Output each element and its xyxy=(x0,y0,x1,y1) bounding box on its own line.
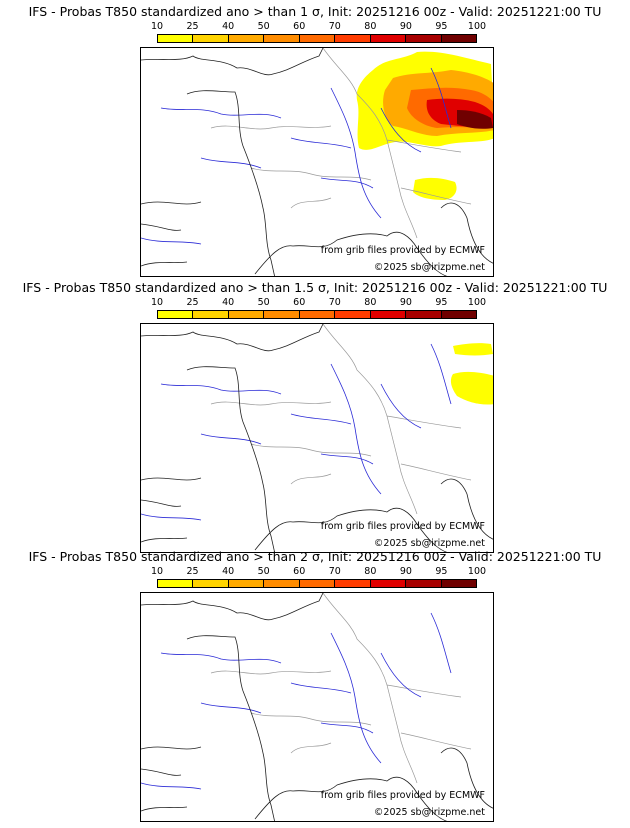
colorbar-segment xyxy=(406,311,442,318)
source-credit: from grib files provided by ECMWF xyxy=(320,245,485,256)
colorbar-segment xyxy=(264,580,300,587)
colorbar-tick-label: 100 xyxy=(467,297,487,308)
colorbar-segment xyxy=(228,35,265,42)
colorbar-segment xyxy=(299,35,336,42)
panel-title: IFS - Probas T850 standardized ano > tha… xyxy=(22,280,608,295)
probability-area xyxy=(450,371,493,405)
colorbar-tick-label: 95 xyxy=(435,21,448,32)
colorbar-tick-label: 50 xyxy=(257,566,270,577)
colorbar-segment xyxy=(406,580,442,587)
colorbar-segment xyxy=(406,35,442,42)
copyright-credit: ©2025 sb@irizpme.net xyxy=(373,538,485,549)
colorbar-tick-label: 90 xyxy=(399,21,412,32)
colorbar-tick-label: 80 xyxy=(364,297,377,308)
colorbar-tick-label: 60 xyxy=(293,297,306,308)
region-borders xyxy=(210,324,472,515)
probability-map: from grib files provided by ECMWF ©2025 … xyxy=(140,323,494,553)
probability-map: from grib files provided by ECMWF ©2025 … xyxy=(140,592,494,822)
colorbar-tick-label: 90 xyxy=(399,566,412,577)
rivers xyxy=(141,343,452,521)
colorbar-tick-label: 40 xyxy=(222,566,235,577)
colorbar-segment xyxy=(264,311,300,318)
copyright-credit: ©2025 sb@irizpme.net xyxy=(373,807,485,818)
colorbar-tick-label: 50 xyxy=(257,297,270,308)
colorbar-segment xyxy=(228,311,265,318)
colorbar-segment xyxy=(370,311,407,318)
colorbar-segment xyxy=(228,580,265,587)
colorbar-segment xyxy=(193,35,229,42)
colorbar-tick-label: 70 xyxy=(328,21,341,32)
panel-title: IFS - Probas T850 standardized ano > tha… xyxy=(28,549,602,564)
colorbar-tick-label: 80 xyxy=(364,566,377,577)
probability-area xyxy=(457,110,493,129)
colorbar xyxy=(157,310,477,319)
rivers xyxy=(141,67,452,245)
source-credit: from grib files provided by ECMWF xyxy=(320,521,485,532)
colorbar-tick-label: 10 xyxy=(150,297,164,308)
coastline xyxy=(141,324,493,552)
colorbar-segment xyxy=(158,35,194,42)
panel-title: IFS - Probas T850 standardized ano > tha… xyxy=(28,4,602,19)
colorbar-segment xyxy=(441,580,476,587)
colorbar-segment xyxy=(370,580,407,587)
rivers xyxy=(141,612,452,790)
colorbar-segment xyxy=(370,35,407,42)
coastline xyxy=(141,593,493,821)
colorbar-tick-label: 40 xyxy=(222,297,235,308)
colorbar-segment xyxy=(193,580,229,587)
region-borders xyxy=(210,593,472,784)
probability-area xyxy=(453,343,493,356)
colorbar-tick-label: 70 xyxy=(328,297,341,308)
probability-map: from grib files provided by ECMWF ©2025 … xyxy=(140,47,494,277)
map-canvas xyxy=(141,593,493,821)
colorbar-tick-label: 90 xyxy=(399,297,412,308)
colorbar-tick-label: 25 xyxy=(186,566,199,577)
colorbar-segment xyxy=(264,35,300,42)
colorbar-tick-label: 100 xyxy=(467,21,487,32)
coastline xyxy=(141,48,493,276)
colorbar-segment xyxy=(335,311,371,318)
colorbar-tick-label: 60 xyxy=(293,21,306,32)
map-canvas xyxy=(141,48,493,276)
colorbar-tick-label: 60 xyxy=(293,566,306,577)
colorbar-tick-label: 70 xyxy=(328,566,341,577)
colorbar-segment xyxy=(299,311,336,318)
colorbar-segment xyxy=(335,35,371,42)
colorbar-tick-label: 10 xyxy=(150,21,164,32)
map-panel-1: IFS - Probas T850 standardized ano > tha… xyxy=(0,0,630,277)
colorbar-tick-label: 40 xyxy=(222,21,235,32)
source-credit: from grib files provided by ECMWF xyxy=(320,790,485,801)
colorbar-tick-label: 100 xyxy=(467,566,487,577)
colorbar-tick-label: 25 xyxy=(186,297,199,308)
colorbar-ticks: 10 25 40 50 60 70 80 90 95 100 xyxy=(151,297,486,309)
map-canvas xyxy=(141,324,493,552)
colorbar-ticks: 10 25 40 50 60 70 80 90 95 100 xyxy=(151,566,486,578)
map-panel-2: IFS - Probas T850 standardized ano > tha… xyxy=(0,276,630,553)
colorbar-ticks: 10 25 40 50 60 70 80 90 95 100 xyxy=(151,21,486,33)
colorbar-tick-label: 25 xyxy=(186,21,199,32)
colorbar-tick-label: 95 xyxy=(435,297,448,308)
colorbar-segment xyxy=(441,35,476,42)
colorbar-segment xyxy=(193,311,229,318)
colorbar-tick-label: 10 xyxy=(150,566,164,577)
map-panel-3: IFS - Probas T850 standardized ano > tha… xyxy=(0,545,630,822)
colorbar xyxy=(157,579,477,588)
colorbar-segment xyxy=(299,580,336,587)
copyright-credit: ©2025 sb@irizpme.net xyxy=(373,262,485,273)
colorbar-segment xyxy=(158,311,194,318)
colorbar xyxy=(157,34,477,43)
colorbar-tick-label: 50 xyxy=(257,21,270,32)
colorbar-segment xyxy=(158,580,194,587)
colorbar-segment xyxy=(441,311,476,318)
colorbar-tick-label: 80 xyxy=(364,21,377,32)
colorbar-segment xyxy=(335,580,371,587)
probability-area xyxy=(413,177,457,200)
region-borders xyxy=(210,48,472,239)
colorbar-tick-label: 95 xyxy=(435,566,448,577)
